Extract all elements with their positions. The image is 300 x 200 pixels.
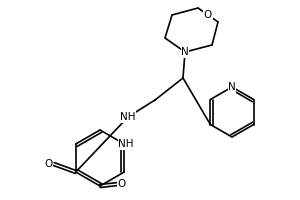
Text: NH: NH [118, 139, 134, 149]
Text: NH: NH [120, 112, 136, 122]
Text: N: N [228, 82, 236, 92]
Text: O: O [118, 179, 126, 189]
Text: O: O [45, 159, 53, 169]
Text: N: N [181, 47, 189, 57]
Text: O: O [204, 10, 212, 20]
